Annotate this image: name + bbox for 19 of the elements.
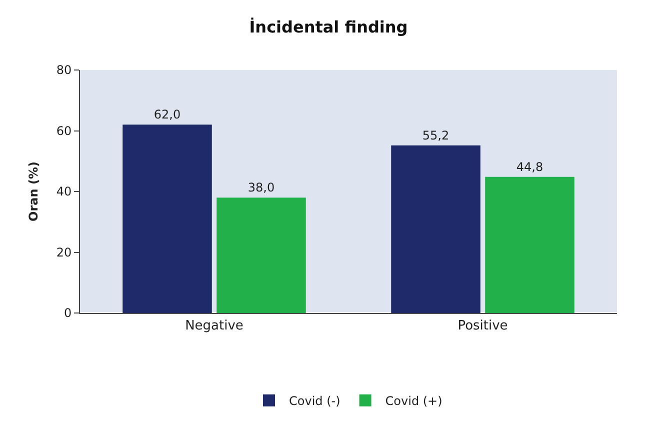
- data-label: 38,0: [248, 180, 275, 195]
- y-tick-label: 40: [56, 184, 72, 199]
- legend-label: Covid (-): [289, 394, 340, 408]
- x-tick-label: Negative: [185, 318, 244, 334]
- bar: [216, 198, 306, 313]
- bar: [485, 176, 574, 313]
- y-tick-label: 60: [56, 124, 72, 138]
- y-tick-label: 0: [64, 306, 72, 320]
- data-label: 62,0: [154, 108, 181, 122]
- legend-label: Covid (+): [385, 394, 442, 408]
- y-tick-label: 20: [56, 245, 72, 260]
- chart-title: İncidental finding: [249, 18, 408, 37]
- bar: [391, 145, 480, 313]
- x-tick-label: Positive: [458, 318, 508, 334]
- y-tick-label: 80: [56, 63, 72, 78]
- data-label: 44,8: [516, 160, 544, 174]
- bar: [122, 124, 212, 313]
- data-label: 55,2: [422, 128, 450, 142]
- y-axis-title: Oran (%): [26, 162, 41, 222]
